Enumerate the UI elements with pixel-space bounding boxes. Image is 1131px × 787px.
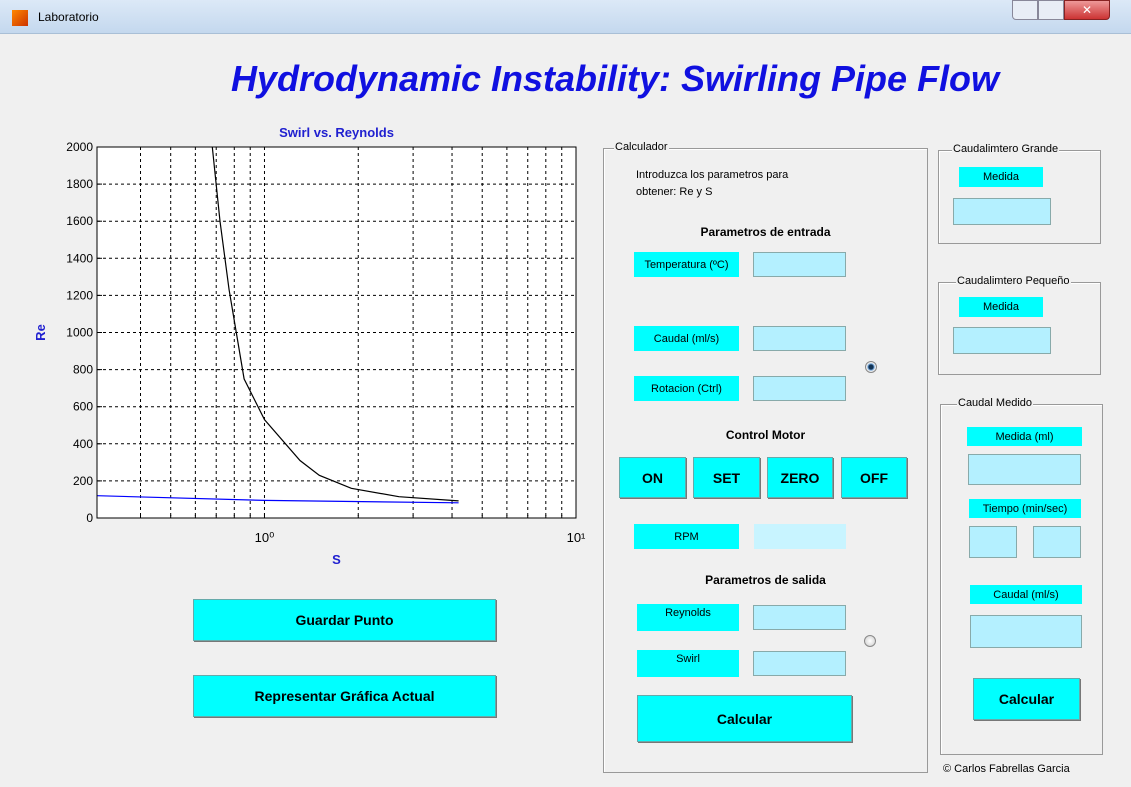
y-tick-label: 0 [86,511,93,525]
y-tick-label: 2000 [66,140,93,154]
y-tick-label: 1400 [66,251,93,265]
x-axis-label: S [332,552,341,567]
section-heading: Control Motor [725,428,806,442]
text-input[interactable] [753,651,846,676]
text-input[interactable] [753,252,846,277]
panel-title: Calculador [614,141,669,153]
title-bar [0,0,1131,34]
chart-title: Swirl vs. Reynolds [279,125,394,140]
motor-button[interactable]: ZERO [767,457,833,498]
y-axis-label: Re [33,324,48,341]
calculator-panel [603,148,928,773]
panel-title: Caudal Medido [957,397,1033,409]
calculate-button[interactable]: Calcular [637,695,852,742]
page-title: Hydrodynamic Instability: Swirling Pipe … [230,58,1000,99]
flowmeter-large-panel [938,150,1101,244]
window-title: Laboratorio [38,10,99,24]
y-tick-label: 400 [73,437,93,451]
y-tick-label: 1000 [66,326,93,340]
field-label: Swirl [637,650,739,677]
plot-current-button[interactable]: Representar Gráfica Actual [193,675,496,717]
text-input[interactable] [753,376,846,401]
text-input[interactable] [753,605,846,630]
rpm-display [754,524,846,549]
x-tick-label: 10⁰ [255,530,275,545]
plot-frame [96,146,577,519]
field-label: Temperatura (ºC) [634,252,739,277]
instruction-text: obtener: Re y S [636,186,713,198]
field-label: Tiempo (min/sec) [969,499,1081,518]
text-input[interactable] [969,526,1017,558]
instruction-text: Introduzca los parametros para [636,169,789,181]
x-tick-label: 10¹ [567,530,586,545]
minimize-button[interactable] [1012,0,1038,20]
panel-title: Caudalimtero Grande [952,143,1060,155]
data-line [211,146,459,502]
text-input[interactable] [953,327,1051,354]
field-label: Caudal (ml/s) [970,585,1082,604]
text-input[interactable] [753,326,846,351]
field-label: RPM [634,524,739,549]
y-tick-label: 1600 [66,214,93,228]
field-label: Caudal (ml/s) [634,326,739,351]
section-heading: Parametros de salida [705,573,826,587]
text-input[interactable] [970,615,1082,648]
y-tick-label: 600 [73,400,93,414]
y-tick-label: 200 [73,474,93,488]
field-label: Medida [959,297,1043,317]
field-label: Rotacion (Ctrl) [634,376,739,401]
y-tick-label: 800 [73,363,93,377]
section-heading: Parametros de entrada [700,225,831,239]
maximize-button[interactable] [1038,0,1064,20]
text-input[interactable] [968,454,1081,485]
field-label: Reynolds [637,604,739,631]
app-icon [12,10,28,26]
panel-title: Caudalimtero Pequeño [956,275,1071,287]
field-label: Medida (ml) [967,427,1082,446]
plot-area [97,147,576,518]
radio-button[interactable] [865,361,877,373]
data-line [96,495,459,504]
motor-button[interactable]: OFF [841,457,907,498]
field-label: Medida [959,167,1043,187]
motor-button[interactable]: ON [619,457,686,498]
chart: 0 200 400 600 800 1000 1200 1400 1600 1800 2000 10⁰… [33,125,586,567]
text-input[interactable] [953,198,1051,225]
y-tick-label: 1200 [66,288,93,302]
text-input[interactable] [1033,526,1081,558]
y-tick-label: 1800 [66,177,93,191]
save-point-button[interactable]: Guardar Punto [193,599,496,641]
close-button[interactable]: ✕ [1064,0,1110,20]
motor-button[interactable]: SET [693,457,760,498]
calculate-button[interactable]: Calcular [973,678,1080,720]
radio-button[interactable] [864,635,876,647]
copyright: © Carlos Fabrellas Garcia [943,763,1070,775]
